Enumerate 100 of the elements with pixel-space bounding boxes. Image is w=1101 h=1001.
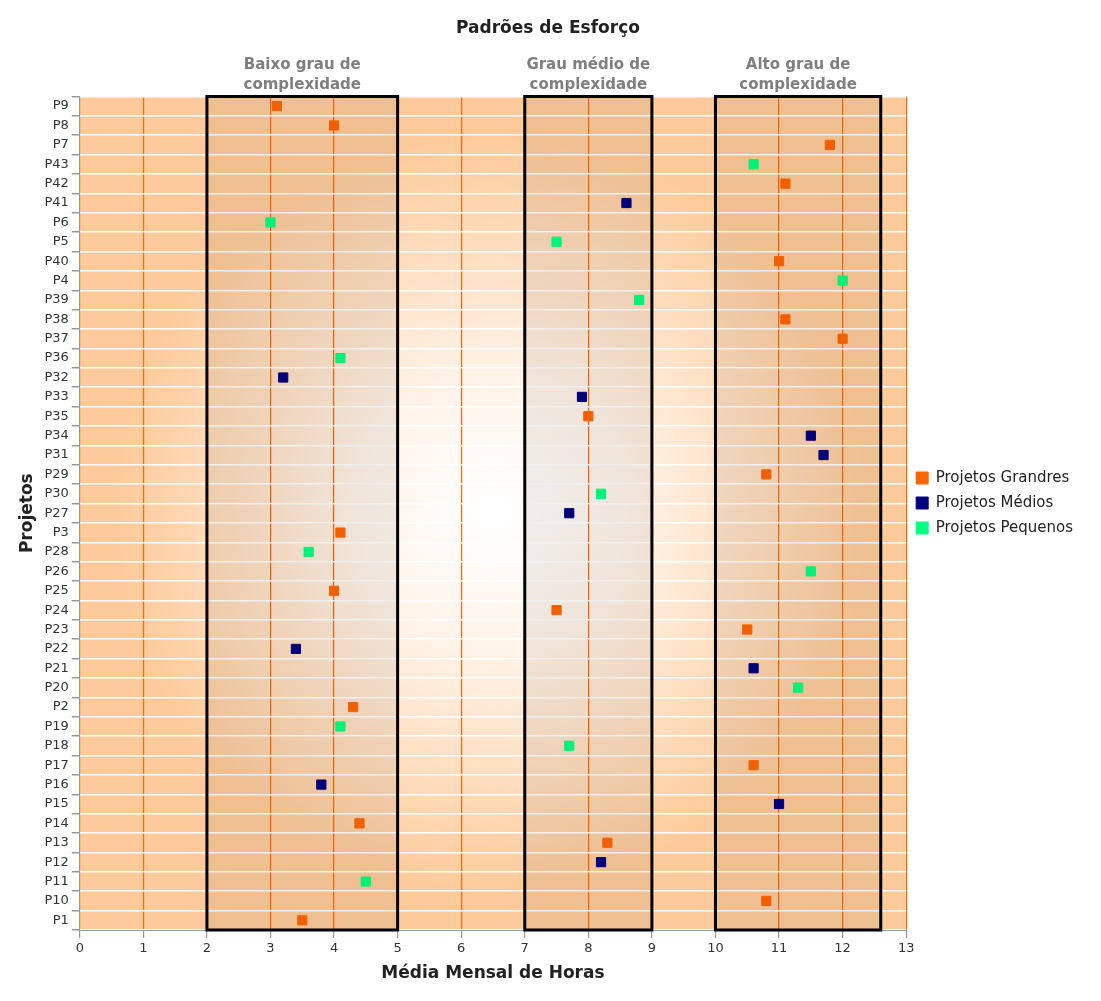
point xyxy=(621,197,632,209)
point xyxy=(551,236,562,247)
y-tick-label: P19 xyxy=(44,717,69,733)
point xyxy=(602,837,613,848)
x-tick-label: 3 xyxy=(266,940,275,956)
x-tick-label: 11 xyxy=(770,940,788,956)
legend-label: Projetos Grandres xyxy=(935,467,1070,486)
y-tick-label: P4 xyxy=(52,271,69,287)
band-label: Baixo grau de complexidade xyxy=(243,54,362,93)
point xyxy=(278,372,289,383)
y-tick-label: P17 xyxy=(44,756,69,772)
y-tick-label: P32 xyxy=(44,368,69,384)
y-tick-label: P37 xyxy=(44,330,69,346)
point xyxy=(328,120,340,131)
point xyxy=(316,779,327,790)
x-tick-label: 7 xyxy=(520,940,529,956)
point xyxy=(335,527,346,538)
y-tick-label: P33 xyxy=(44,388,69,404)
y-tick-label: P8 xyxy=(52,116,69,132)
y-tick-label: P23 xyxy=(44,620,69,636)
x-tick-label: 2 xyxy=(202,940,212,956)
x-tick-label: 9 xyxy=(647,940,657,956)
band-label: Alto grau de complexidade xyxy=(739,54,857,93)
point xyxy=(290,643,302,654)
point xyxy=(818,449,829,461)
x-tick-label: 10 xyxy=(707,940,724,956)
y-tick-label: P41 xyxy=(44,194,69,210)
band-label: Grau médio de complexidade xyxy=(526,54,651,93)
point xyxy=(328,585,340,596)
y-tick-label: P13 xyxy=(44,834,69,850)
point xyxy=(805,566,816,577)
x-tick-label: 5 xyxy=(393,940,402,956)
chart-title: Padrões de Esforço xyxy=(456,16,640,37)
y-tick-label: P14 xyxy=(44,814,69,830)
point xyxy=(297,915,308,926)
y-tick-label: P22 xyxy=(44,640,69,656)
point xyxy=(265,217,276,228)
x-tick-label: 8 xyxy=(584,940,593,956)
y-tick-label: P11 xyxy=(44,872,69,888)
point xyxy=(595,857,607,868)
point xyxy=(634,294,645,306)
point xyxy=(335,721,346,732)
point xyxy=(576,391,588,402)
y-tick-label: P28 xyxy=(44,543,69,559)
y-tick-label: P10 xyxy=(44,892,69,908)
x-axis-title: Média Mensal de Horas xyxy=(381,962,605,983)
y-tick-label: P42 xyxy=(44,175,69,191)
point xyxy=(761,469,772,480)
x-tick-label: 0 xyxy=(75,940,84,956)
y-tick-label: P24 xyxy=(44,601,69,617)
y-tick-label: P43 xyxy=(44,155,69,171)
point xyxy=(748,663,759,674)
point xyxy=(761,895,772,907)
x-tick-label: 4 xyxy=(329,940,339,956)
y-tick-label: P26 xyxy=(44,562,69,578)
y-tick-label: P35 xyxy=(44,407,69,423)
point xyxy=(780,178,791,189)
point xyxy=(354,818,365,829)
x-tick-label: 1 xyxy=(139,940,148,956)
point xyxy=(748,760,759,771)
point xyxy=(793,682,804,693)
y-tick-label: P20 xyxy=(44,679,69,695)
point xyxy=(583,411,594,422)
y-tick-label: P25 xyxy=(44,582,69,598)
y-tick-label: P31 xyxy=(44,446,69,462)
point xyxy=(748,159,759,170)
x-tick-label: 12 xyxy=(834,940,851,956)
y-tick-label: P15 xyxy=(44,795,69,811)
point xyxy=(564,508,575,519)
point xyxy=(348,701,359,713)
point xyxy=(837,333,848,344)
y-tick-label: P6 xyxy=(52,213,69,229)
point xyxy=(564,740,575,751)
point xyxy=(551,605,562,616)
y-tick-label: P39 xyxy=(44,291,69,307)
y-tick-label: P12 xyxy=(44,853,69,869)
point xyxy=(595,488,607,499)
y-tick-label: P30 xyxy=(44,485,69,501)
point xyxy=(360,876,371,887)
y-tick-label: P7 xyxy=(52,136,69,152)
y-tick-label: P16 xyxy=(44,775,69,791)
point xyxy=(742,624,753,635)
y-tick-label: P2 xyxy=(52,698,69,714)
point xyxy=(303,546,314,558)
y-tick-label: P40 xyxy=(44,252,69,268)
point xyxy=(824,139,835,150)
point xyxy=(780,314,791,325)
y-tick-label: P3 xyxy=(52,523,69,539)
y-tick-label: P36 xyxy=(44,349,69,365)
y-tick-label: P5 xyxy=(52,233,69,249)
y-tick-label: P27 xyxy=(44,504,69,520)
point xyxy=(805,430,816,441)
point xyxy=(271,101,282,112)
y-tick-label: P1 xyxy=(52,911,69,927)
point xyxy=(335,353,346,364)
y-tick-label: P38 xyxy=(44,310,69,326)
legend-label: Projetos Pequenos xyxy=(935,517,1074,536)
x-tick-label: 6 xyxy=(457,940,466,956)
y-tick-label: P34 xyxy=(44,427,69,443)
point xyxy=(773,256,785,267)
